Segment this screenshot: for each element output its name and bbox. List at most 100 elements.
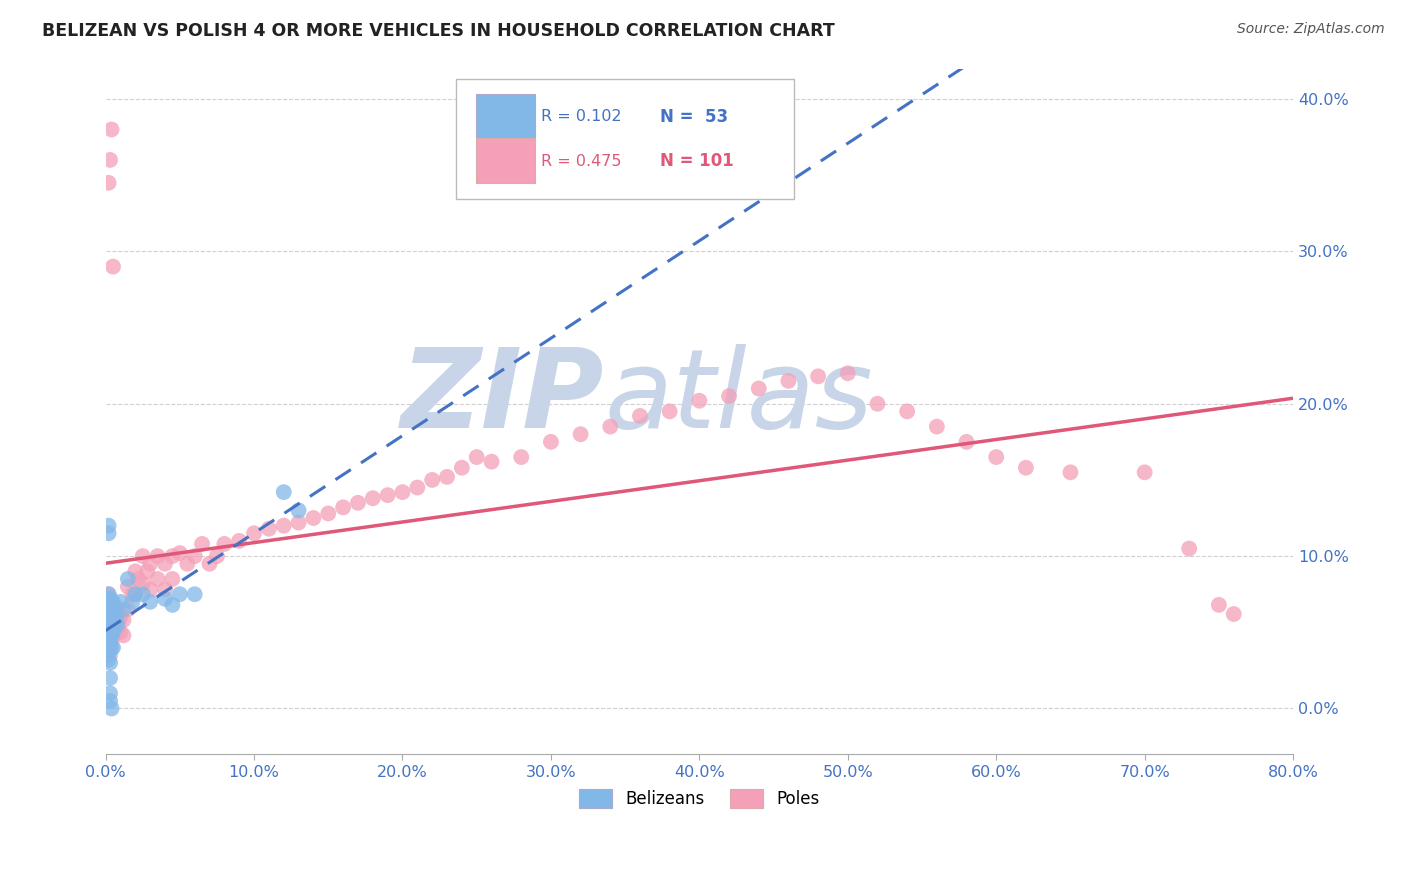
Point [97, 653, 120, 667]
Point [97, 518, 120, 533]
Point [96, 617, 118, 632]
Point [450, 460, 472, 475]
Point [169, 546, 191, 560]
Point [100, 122, 122, 136]
Point [103, 602, 125, 616]
Point [481, 455, 503, 469]
Point [100, 598, 122, 612]
Point [98, 610, 121, 624]
Point [97, 638, 120, 652]
Text: N =  53: N = 53 [661, 108, 728, 126]
Text: R = 0.102: R = 0.102 [541, 109, 621, 124]
Point [98, 656, 121, 670]
Point [98, 617, 121, 632]
Point [132, 576, 155, 591]
Point [107, 610, 129, 624]
Point [101, 610, 124, 624]
Point [100, 701, 122, 715]
Point [162, 549, 184, 563]
Point [97, 638, 120, 652]
Point [1133, 466, 1156, 480]
Legend: Belizeans, Poles: Belizeans, Poles [572, 782, 827, 814]
Point [107, 625, 129, 640]
Point [101, 628, 124, 642]
Point [257, 522, 280, 536]
Point [136, 565, 159, 579]
Point [139, 582, 162, 597]
Point [96, 632, 118, 647]
Point [162, 598, 184, 612]
Point [124, 565, 146, 579]
Point [146, 572, 169, 586]
Point [97, 587, 120, 601]
Point [100, 640, 122, 655]
Point [97, 621, 120, 635]
Point [146, 549, 169, 563]
Point [925, 419, 948, 434]
Point [273, 518, 295, 533]
Point [100, 595, 122, 609]
Point [96, 602, 118, 616]
Point [108, 613, 131, 627]
Point [103, 617, 125, 632]
Point [748, 382, 770, 396]
Point [101, 595, 124, 609]
Point [406, 481, 429, 495]
Point [100, 607, 122, 621]
Point [198, 557, 221, 571]
Point [287, 503, 309, 517]
Point [101, 260, 124, 274]
Point [658, 404, 681, 418]
Point [98, 613, 121, 627]
Point [465, 450, 488, 464]
Point [124, 587, 146, 601]
Point [1015, 460, 1038, 475]
Text: N = 101: N = 101 [661, 153, 734, 170]
Point [183, 549, 205, 563]
Point [96, 648, 118, 662]
Point [98, 648, 121, 662]
Point [287, 516, 309, 530]
Point [105, 607, 128, 621]
Point [98, 625, 121, 640]
Point [162, 572, 184, 586]
Point [101, 613, 124, 627]
Point [628, 409, 651, 423]
FancyBboxPatch shape [456, 78, 794, 199]
FancyBboxPatch shape [477, 94, 536, 138]
Point [98, 625, 121, 640]
Point [1178, 541, 1201, 556]
Point [153, 591, 176, 606]
Point [837, 366, 859, 380]
Point [97, 643, 120, 657]
Point [96, 602, 118, 616]
Point [112, 613, 135, 627]
Point [132, 549, 155, 563]
Point [986, 450, 1008, 464]
Point [103, 617, 125, 632]
Point [100, 607, 122, 621]
Point [896, 404, 918, 418]
Point [176, 557, 198, 571]
Point [778, 374, 800, 388]
Point [98, 591, 121, 606]
Point [866, 397, 889, 411]
Point [302, 511, 325, 525]
Point [103, 602, 125, 616]
Point [98, 671, 121, 685]
Point [97, 526, 120, 541]
Point [98, 601, 121, 615]
Point [316, 507, 339, 521]
Point [110, 610, 132, 624]
Point [97, 613, 120, 627]
Point [153, 582, 176, 597]
Point [132, 587, 155, 601]
Point [110, 595, 132, 609]
Point [101, 625, 124, 640]
Point [510, 450, 533, 464]
Point [96, 632, 118, 647]
Point [121, 595, 143, 609]
Point [124, 587, 146, 601]
Text: BELIZEAN VS POLISH 4 OR MORE VEHICLES IN HOUSEHOLD CORRELATION CHART: BELIZEAN VS POLISH 4 OR MORE VEHICLES IN… [42, 22, 835, 40]
Point [183, 587, 205, 601]
